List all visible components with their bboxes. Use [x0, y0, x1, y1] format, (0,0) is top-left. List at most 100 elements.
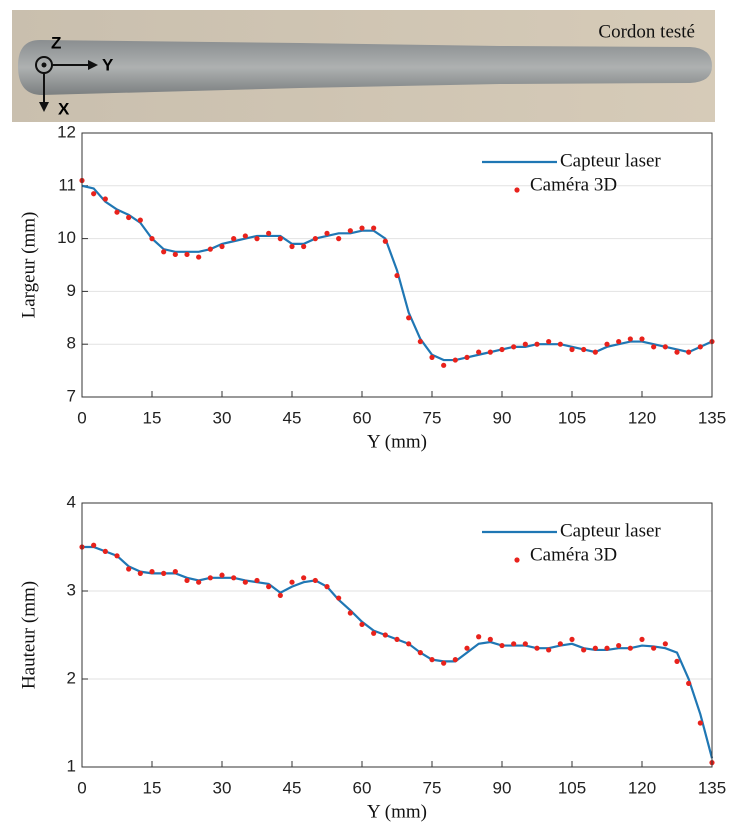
data-point — [627, 645, 633, 651]
data-point — [289, 579, 295, 585]
data-point — [487, 636, 493, 643]
x-tick-label: 15 — [143, 408, 162, 427]
data-point — [347, 610, 353, 616]
x-axis-label: Y (mm) — [367, 431, 427, 452]
data-point — [429, 354, 435, 360]
x-tick-label: 30 — [213, 408, 232, 427]
data-point — [452, 357, 458, 363]
chart: 1 2 3 4 0 15 30 45 60 75 90 105 120 135 Y (mm) Hauteur … — [18, 492, 726, 822]
data-point — [511, 344, 517, 350]
x-tick-label: 45 — [283, 778, 302, 797]
data-point — [686, 349, 692, 355]
legend-label: Caméra 3D — [530, 544, 617, 565]
data-point — [207, 246, 213, 252]
data-point — [149, 569, 155, 575]
x-tick-label: 120 — [628, 778, 656, 797]
data-point — [662, 344, 668, 350]
data-point — [546, 647, 552, 653]
data-point — [417, 338, 423, 345]
x-axis-label: Y (mm) — [367, 801, 427, 822]
data-point — [301, 243, 307, 250]
data-point — [441, 362, 447, 368]
x-tick-label: 105 — [558, 778, 586, 797]
data-point — [394, 272, 400, 279]
data-point — [114, 209, 120, 215]
data-point — [686, 680, 692, 687]
axis-x-head — [39, 102, 49, 112]
axes-frame — [81, 502, 713, 768]
x-tick-label: 75 — [423, 778, 442, 797]
data-point — [394, 636, 400, 643]
y-tick-label: 9 — [67, 281, 76, 300]
x-tick-label: 135 — [698, 778, 726, 797]
legend-marker — [514, 557, 520, 563]
data-point — [371, 225, 377, 231]
x-tick-label: 105 — [558, 408, 586, 427]
data-point — [371, 630, 377, 636]
data-point — [441, 660, 447, 666]
data-point — [254, 577, 260, 584]
data-point — [522, 641, 528, 647]
x-tick-label: 30 — [213, 778, 232, 797]
x-tick-label: 60 — [353, 778, 372, 797]
x-tick-label: 75 — [423, 408, 442, 427]
data-point — [137, 217, 143, 223]
data-point — [662, 641, 668, 647]
data-point — [534, 645, 540, 651]
photo-label: Cordon testé — [598, 21, 695, 42]
data-point — [429, 657, 435, 663]
data-point — [301, 575, 307, 581]
plot-area — [82, 503, 712, 767]
axis-z-label: Z — [51, 33, 61, 52]
data-point — [697, 720, 703, 726]
x-tick-label: 60 — [353, 408, 372, 427]
y-tick-label: 12 — [57, 122, 76, 141]
axis-x-label: X — [58, 99, 70, 118]
data-point — [476, 349, 482, 355]
data-point — [324, 230, 330, 236]
data-point — [674, 349, 680, 355]
data-point — [102, 196, 108, 202]
y-tick-label: 1 — [67, 756, 76, 775]
plot-area — [82, 133, 712, 397]
data-point — [161, 249, 167, 255]
data-point — [266, 584, 272, 590]
data-point — [557, 641, 563, 647]
data-point — [581, 647, 587, 653]
legend-label: Caméra 3D — [530, 174, 617, 195]
data-point — [604, 645, 610, 651]
y-tick-label: 3 — [67, 580, 76, 599]
data-point — [674, 658, 680, 665]
x-tick-label: 120 — [628, 408, 656, 427]
data-point — [499, 346, 505, 353]
data-point — [417, 650, 423, 656]
data-point — [557, 341, 563, 347]
x-tick-label: 45 — [283, 408, 302, 427]
data-point — [324, 584, 330, 590]
y-tick-label: 7 — [67, 386, 76, 405]
data-point — [196, 579, 202, 585]
data-point — [312, 236, 318, 242]
data-point — [592, 645, 598, 651]
data-point — [639, 336, 645, 342]
data-point — [172, 251, 178, 258]
y-axis-label: Hauteur (mm) — [18, 581, 39, 689]
x-tick-label: 0 — [77, 778, 86, 797]
axis-y-label: Y — [102, 55, 114, 74]
data-point — [522, 341, 528, 347]
data-point — [499, 642, 505, 649]
data-point — [534, 341, 540, 347]
data-point — [242, 579, 248, 585]
data-point — [207, 575, 213, 581]
data-point — [581, 346, 587, 353]
legend-label: Capteur laser — [560, 150, 661, 171]
data-point — [651, 645, 657, 651]
data-point — [569, 636, 575, 643]
x-tick-label: 135 — [698, 408, 726, 427]
data-point — [382, 238, 388, 244]
data-point — [336, 236, 342, 242]
data-point — [126, 566, 132, 572]
data-point — [627, 336, 633, 342]
